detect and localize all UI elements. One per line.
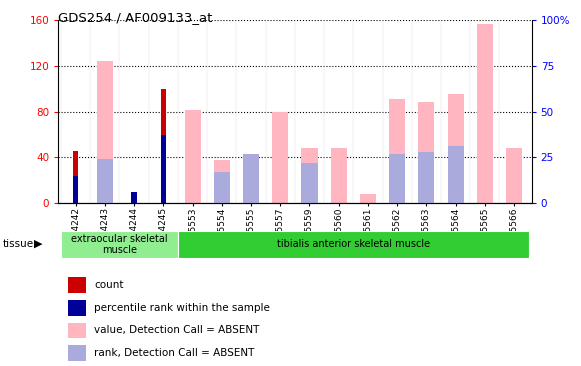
Text: extraocular skeletal
muscle: extraocular skeletal muscle bbox=[71, 234, 168, 255]
Bar bbox=[61, 231, 178, 258]
Bar bbox=[331, 148, 347, 203]
Text: tibialis anterior skeletal muscle: tibialis anterior skeletal muscle bbox=[277, 239, 430, 249]
Text: percentile rank within the sample: percentile rank within the sample bbox=[94, 303, 270, 313]
Bar bbox=[131, 192, 137, 203]
Bar bbox=[360, 194, 376, 203]
Bar bbox=[160, 89, 166, 203]
Bar bbox=[447, 146, 464, 203]
Bar bbox=[272, 112, 288, 203]
Bar bbox=[97, 61, 113, 203]
Bar bbox=[69, 300, 86, 315]
Bar bbox=[214, 160, 230, 203]
Text: GDS254 / AF009133_at: GDS254 / AF009133_at bbox=[58, 11, 213, 24]
Bar bbox=[69, 345, 86, 361]
Bar bbox=[73, 176, 78, 203]
Bar bbox=[178, 231, 529, 258]
Bar bbox=[506, 148, 522, 203]
Bar bbox=[447, 94, 464, 203]
Bar bbox=[97, 159, 113, 203]
Text: value, Detection Call = ABSENT: value, Detection Call = ABSENT bbox=[94, 325, 259, 335]
Bar bbox=[302, 148, 317, 203]
Bar bbox=[69, 277, 86, 293]
Bar bbox=[418, 102, 435, 203]
Bar bbox=[214, 172, 230, 203]
Bar bbox=[160, 135, 166, 203]
Bar bbox=[477, 23, 493, 203]
Bar bbox=[185, 111, 200, 203]
Bar bbox=[243, 154, 259, 203]
Bar bbox=[69, 322, 86, 338]
Bar bbox=[302, 163, 317, 203]
Bar bbox=[73, 150, 78, 203]
Bar bbox=[389, 99, 405, 203]
Text: ▶: ▶ bbox=[34, 239, 42, 249]
Text: tissue: tissue bbox=[3, 239, 34, 249]
Bar bbox=[389, 154, 405, 203]
Bar bbox=[418, 152, 435, 203]
Text: count: count bbox=[94, 280, 123, 290]
Text: rank, Detection Call = ABSENT: rank, Detection Call = ABSENT bbox=[94, 348, 254, 358]
